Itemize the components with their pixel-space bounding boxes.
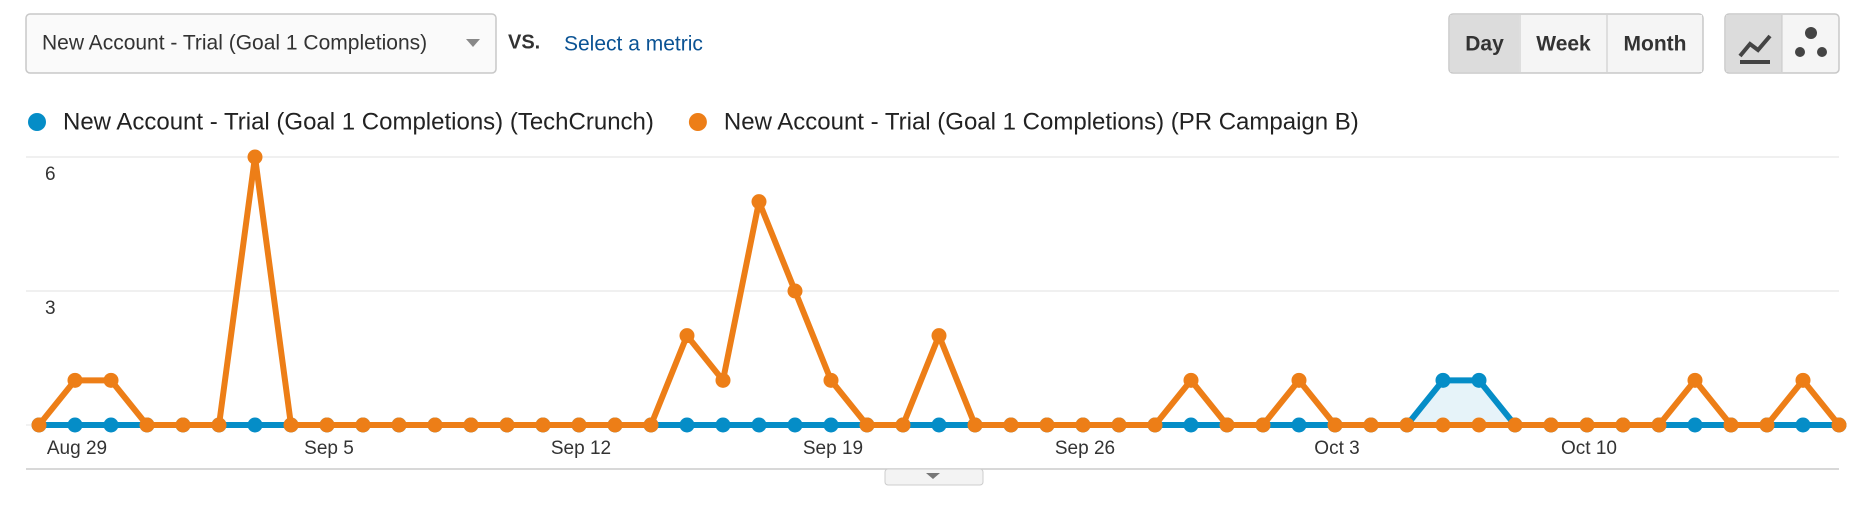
data-point <box>823 372 839 388</box>
data-point <box>1471 417 1487 433</box>
x-tick-label: Aug 29 <box>47 438 107 459</box>
data-point <box>355 417 371 433</box>
data-point <box>499 417 515 433</box>
data-point <box>1219 417 1235 433</box>
data-point <box>391 417 407 433</box>
data-point <box>1795 372 1811 388</box>
data-point <box>931 328 947 344</box>
data-point <box>535 417 551 433</box>
data-point <box>427 417 443 433</box>
data-point <box>1615 417 1631 433</box>
y-tick-label: 3 <box>45 298 56 319</box>
x-tick-label: Sep 5 <box>304 438 354 459</box>
data-point <box>1075 417 1091 433</box>
data-point <box>715 372 731 388</box>
data-point <box>1543 417 1559 433</box>
legend-marker <box>28 113 46 131</box>
data-point <box>895 417 911 433</box>
data-point <box>967 417 983 433</box>
data-point <box>1435 417 1451 433</box>
data-point <box>1003 417 1019 433</box>
legend-label: New Account - Trial (Goal 1 Completions)… <box>63 108 654 135</box>
period-button[interactable] <box>1608 15 1702 72</box>
period-button[interactable] <box>1450 15 1519 72</box>
data-point <box>67 372 83 388</box>
data-point <box>463 417 479 433</box>
x-tick-label: Sep 26 <box>1055 438 1115 459</box>
data-point <box>1723 417 1739 433</box>
period-button[interactable] <box>1521 15 1606 72</box>
data-point <box>1687 372 1703 388</box>
data-point <box>283 417 299 433</box>
data-point <box>607 417 623 433</box>
data-point <box>1291 417 1307 433</box>
data-point <box>751 194 767 210</box>
data-point <box>67 417 83 433</box>
data-point <box>103 417 119 433</box>
x-tick-label: Oct 10 <box>1561 438 1617 459</box>
data-point <box>247 417 263 433</box>
data-point <box>823 417 839 433</box>
data-point <box>679 328 695 344</box>
data-point <box>1183 417 1199 433</box>
data-point <box>787 283 803 299</box>
data-point <box>1255 417 1271 433</box>
metric-label: New Account - Trial (Goal 1 Completions) <box>42 32 427 55</box>
y-tick-label: 6 <box>45 164 56 185</box>
data-point <box>139 417 155 433</box>
vs-label: VS. <box>508 31 540 53</box>
data-point <box>103 372 119 388</box>
series-area <box>39 380 1839 425</box>
line-chart-icon <box>1738 34 1772 64</box>
data-point <box>1399 417 1415 433</box>
data-point <box>1147 417 1163 433</box>
data-point <box>1687 417 1703 433</box>
legend-marker <box>688 113 707 131</box>
data-point <box>247 149 263 165</box>
x-tick-label: Oct 3 <box>1314 438 1359 459</box>
data-point <box>1579 417 1595 433</box>
data-point <box>319 417 335 433</box>
data-point <box>31 417 47 433</box>
data-point <box>1651 417 1667 433</box>
data-point <box>1759 417 1775 433</box>
metric-dropdown[interactable] <box>25 13 497 74</box>
select-metric-link[interactable]: Select a metric <box>564 33 703 56</box>
x-tick-label: Sep 19 <box>803 438 863 459</box>
data-point <box>211 417 227 433</box>
legend-label: New Account - Trial (Goal 1 Completions)… <box>724 108 1359 135</box>
data-point <box>715 417 731 433</box>
data-point <box>1183 372 1199 388</box>
data-point <box>1111 417 1127 433</box>
data-point <box>571 417 587 433</box>
data-point <box>1435 372 1451 388</box>
period-label: Month <box>1624 33 1687 56</box>
period-label: Day <box>1465 33 1504 56</box>
data-point <box>1507 417 1523 433</box>
x-tick-label: Sep 12 <box>551 438 611 459</box>
data-point <box>1795 417 1811 433</box>
data-point <box>175 417 191 433</box>
period-label: Week <box>1536 33 1591 56</box>
data-point <box>1471 372 1487 388</box>
data-point <box>931 417 947 433</box>
data-point <box>1363 417 1379 433</box>
data-point <box>787 417 803 433</box>
scatter-icon-dot <box>1817 47 1827 57</box>
data-point <box>1831 417 1847 433</box>
scatter-icon-dot <box>1805 27 1817 39</box>
data-point <box>643 417 659 433</box>
data-point <box>859 417 875 433</box>
data-point <box>1039 417 1055 433</box>
data-point <box>1327 417 1343 433</box>
data-point <box>1291 372 1307 388</box>
expand-arrow <box>926 473 940 479</box>
data-point <box>751 417 767 433</box>
dropdown-arrow <box>466 39 480 47</box>
data-point <box>679 417 695 433</box>
scatter-icon-dot <box>1795 47 1805 57</box>
